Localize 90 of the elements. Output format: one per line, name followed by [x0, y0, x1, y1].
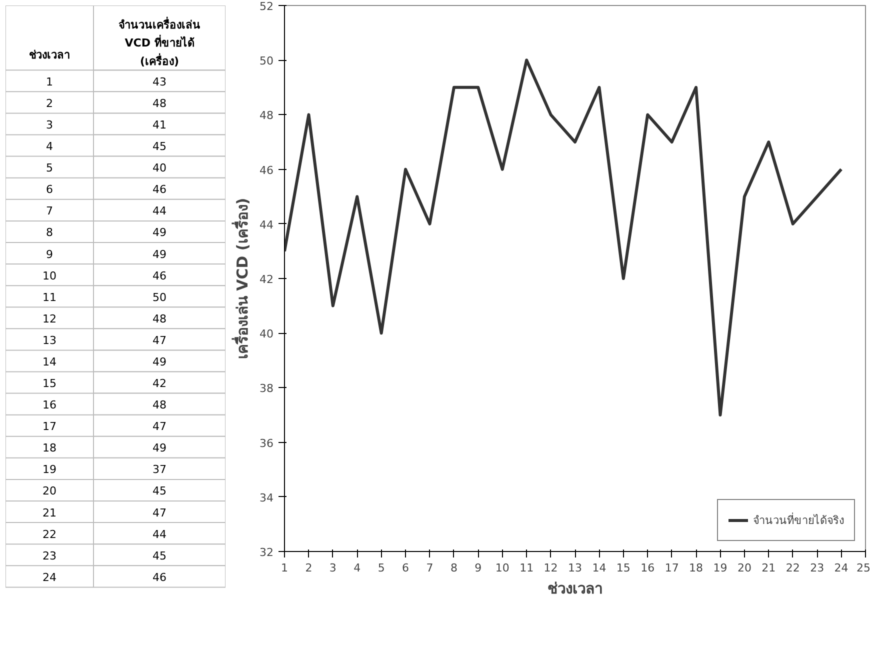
x-tick-label: 14: [592, 562, 606, 574]
data-label: 49: [152, 226, 166, 240]
x-tick-label: 20: [737, 562, 752, 574]
y-tick-label: 6: [46, 183, 53, 196]
data-label: 44: [152, 204, 166, 218]
x-tick-label: 12: [544, 562, 558, 574]
x-tick-label: 19: [713, 562, 728, 574]
data-label: 48: [152, 398, 166, 412]
x-tick-label: 2: [305, 562, 312, 574]
y-tick-label: 20: [42, 484, 56, 498]
y-tick-label: 13: [42, 334, 56, 347]
legend-label: จำนวนที่ขายได้จริง: [753, 512, 844, 529]
data-label: 46: [152, 269, 166, 282]
y-tick-label: 4: [46, 140, 53, 154]
y-tick-label: 5: [46, 162, 53, 175]
y-tick-label: 38: [260, 382, 274, 396]
data-label: 50: [152, 290, 166, 304]
y-tick-label: 3: [46, 118, 53, 132]
y-tick-label: 50: [260, 54, 274, 68]
x-tick-label: 6: [402, 562, 410, 574]
data-label: 41: [152, 118, 166, 132]
x-tick-label: 1: [281, 562, 288, 574]
y-tick-label: 19: [42, 463, 56, 476]
x-tick-label: 9: [474, 562, 482, 574]
x-tick-label: 3: [329, 562, 336, 574]
x-tick-label: 21: [762, 562, 776, 574]
data-label: 49: [152, 248, 166, 261]
y-tick-label: 18: [42, 442, 56, 455]
y-tick-label: 2: [46, 96, 53, 110]
x-tick-label: 18: [689, 562, 704, 574]
x-tick-label: 22: [786, 562, 800, 574]
data-label: 49: [152, 355, 166, 368]
y-tick-label: 10: [42, 269, 56, 282]
y-tick-label: 48: [260, 109, 274, 122]
y-tick-label: 34: [260, 491, 274, 504]
y-tick-label: 36: [260, 436, 274, 450]
y-tick-label: 9: [46, 248, 53, 261]
x-tick-label: 16: [640, 562, 655, 574]
x-tick-label: 10: [495, 562, 510, 574]
data-label: 42: [152, 377, 166, 390]
x-tick-label: 8: [450, 562, 458, 574]
data-label: 49: [152, 442, 166, 455]
data-label: 47: [152, 334, 166, 347]
y-tick-label: 15: [42, 377, 56, 390]
data-label: 45: [152, 484, 166, 498]
x-tick-label: 7: [426, 562, 434, 574]
y-tick-label: 23: [42, 549, 56, 562]
y-axis-title: เครื่องเล่น VCD (เครื่อง): [232, 198, 252, 360]
data-label: 37: [152, 463, 166, 476]
y-tick-label: 52: [260, 0, 274, 13]
y-tick-label: 46: [260, 164, 274, 177]
data-label: 43: [152, 75, 166, 88]
y-tick-label: 42: [260, 273, 274, 286]
x-tick-label: 5: [378, 562, 385, 574]
y-tick-label: 12: [42, 312, 56, 326]
y-tick-label: 1: [46, 75, 53, 88]
data-label: 40: [152, 162, 166, 175]
x-tick-label: 23: [810, 562, 824, 574]
y-axis-title: ช่วงเวลา: [29, 48, 70, 62]
data-label: 45: [152, 140, 166, 154]
x-tick-label: 13: [568, 562, 582, 574]
x-tick-label: 24: [834, 562, 848, 574]
y-tick-label: 22: [42, 528, 56, 541]
y-tick-label: 14: [42, 355, 56, 368]
y-tick-label: 40: [260, 328, 274, 341]
data-label: 46: [152, 183, 166, 196]
y-tick-label: 24: [42, 570, 56, 584]
x-axis-title: ช่วงเวลา: [548, 580, 602, 598]
y-tick-label: 32: [260, 546, 274, 559]
data-label: 48: [152, 312, 166, 326]
y-tick-label: 11: [42, 290, 56, 304]
data-label: 48: [152, 96, 166, 110]
data-label: 47: [152, 420, 166, 434]
y-tick-label: 21: [42, 506, 56, 520]
y-tick-label: 7: [46, 204, 53, 218]
data-label: 44: [152, 528, 166, 541]
y-tick-label: 8: [46, 226, 53, 240]
x-tick-label: 4: [354, 562, 361, 574]
y-tick-label: 16: [42, 398, 56, 412]
y-tick-label: 17: [42, 420, 56, 434]
x-tick-label: 25: [856, 562, 871, 574]
data-label: 46: [152, 570, 166, 584]
data-label: 45: [152, 549, 166, 562]
x-tick-label: 15: [616, 562, 630, 574]
x-tick-label: 17: [664, 562, 679, 574]
line-series: [284, 58, 843, 416]
data-label: 47: [152, 506, 166, 520]
y-tick-label: 44: [260, 218, 274, 232]
x-tick-label: 11: [520, 562, 534, 574]
x-tick-label: จำนวนเครื่องเล่น VCD ที่ขายได้ (เครื่อง): [118, 16, 200, 68]
